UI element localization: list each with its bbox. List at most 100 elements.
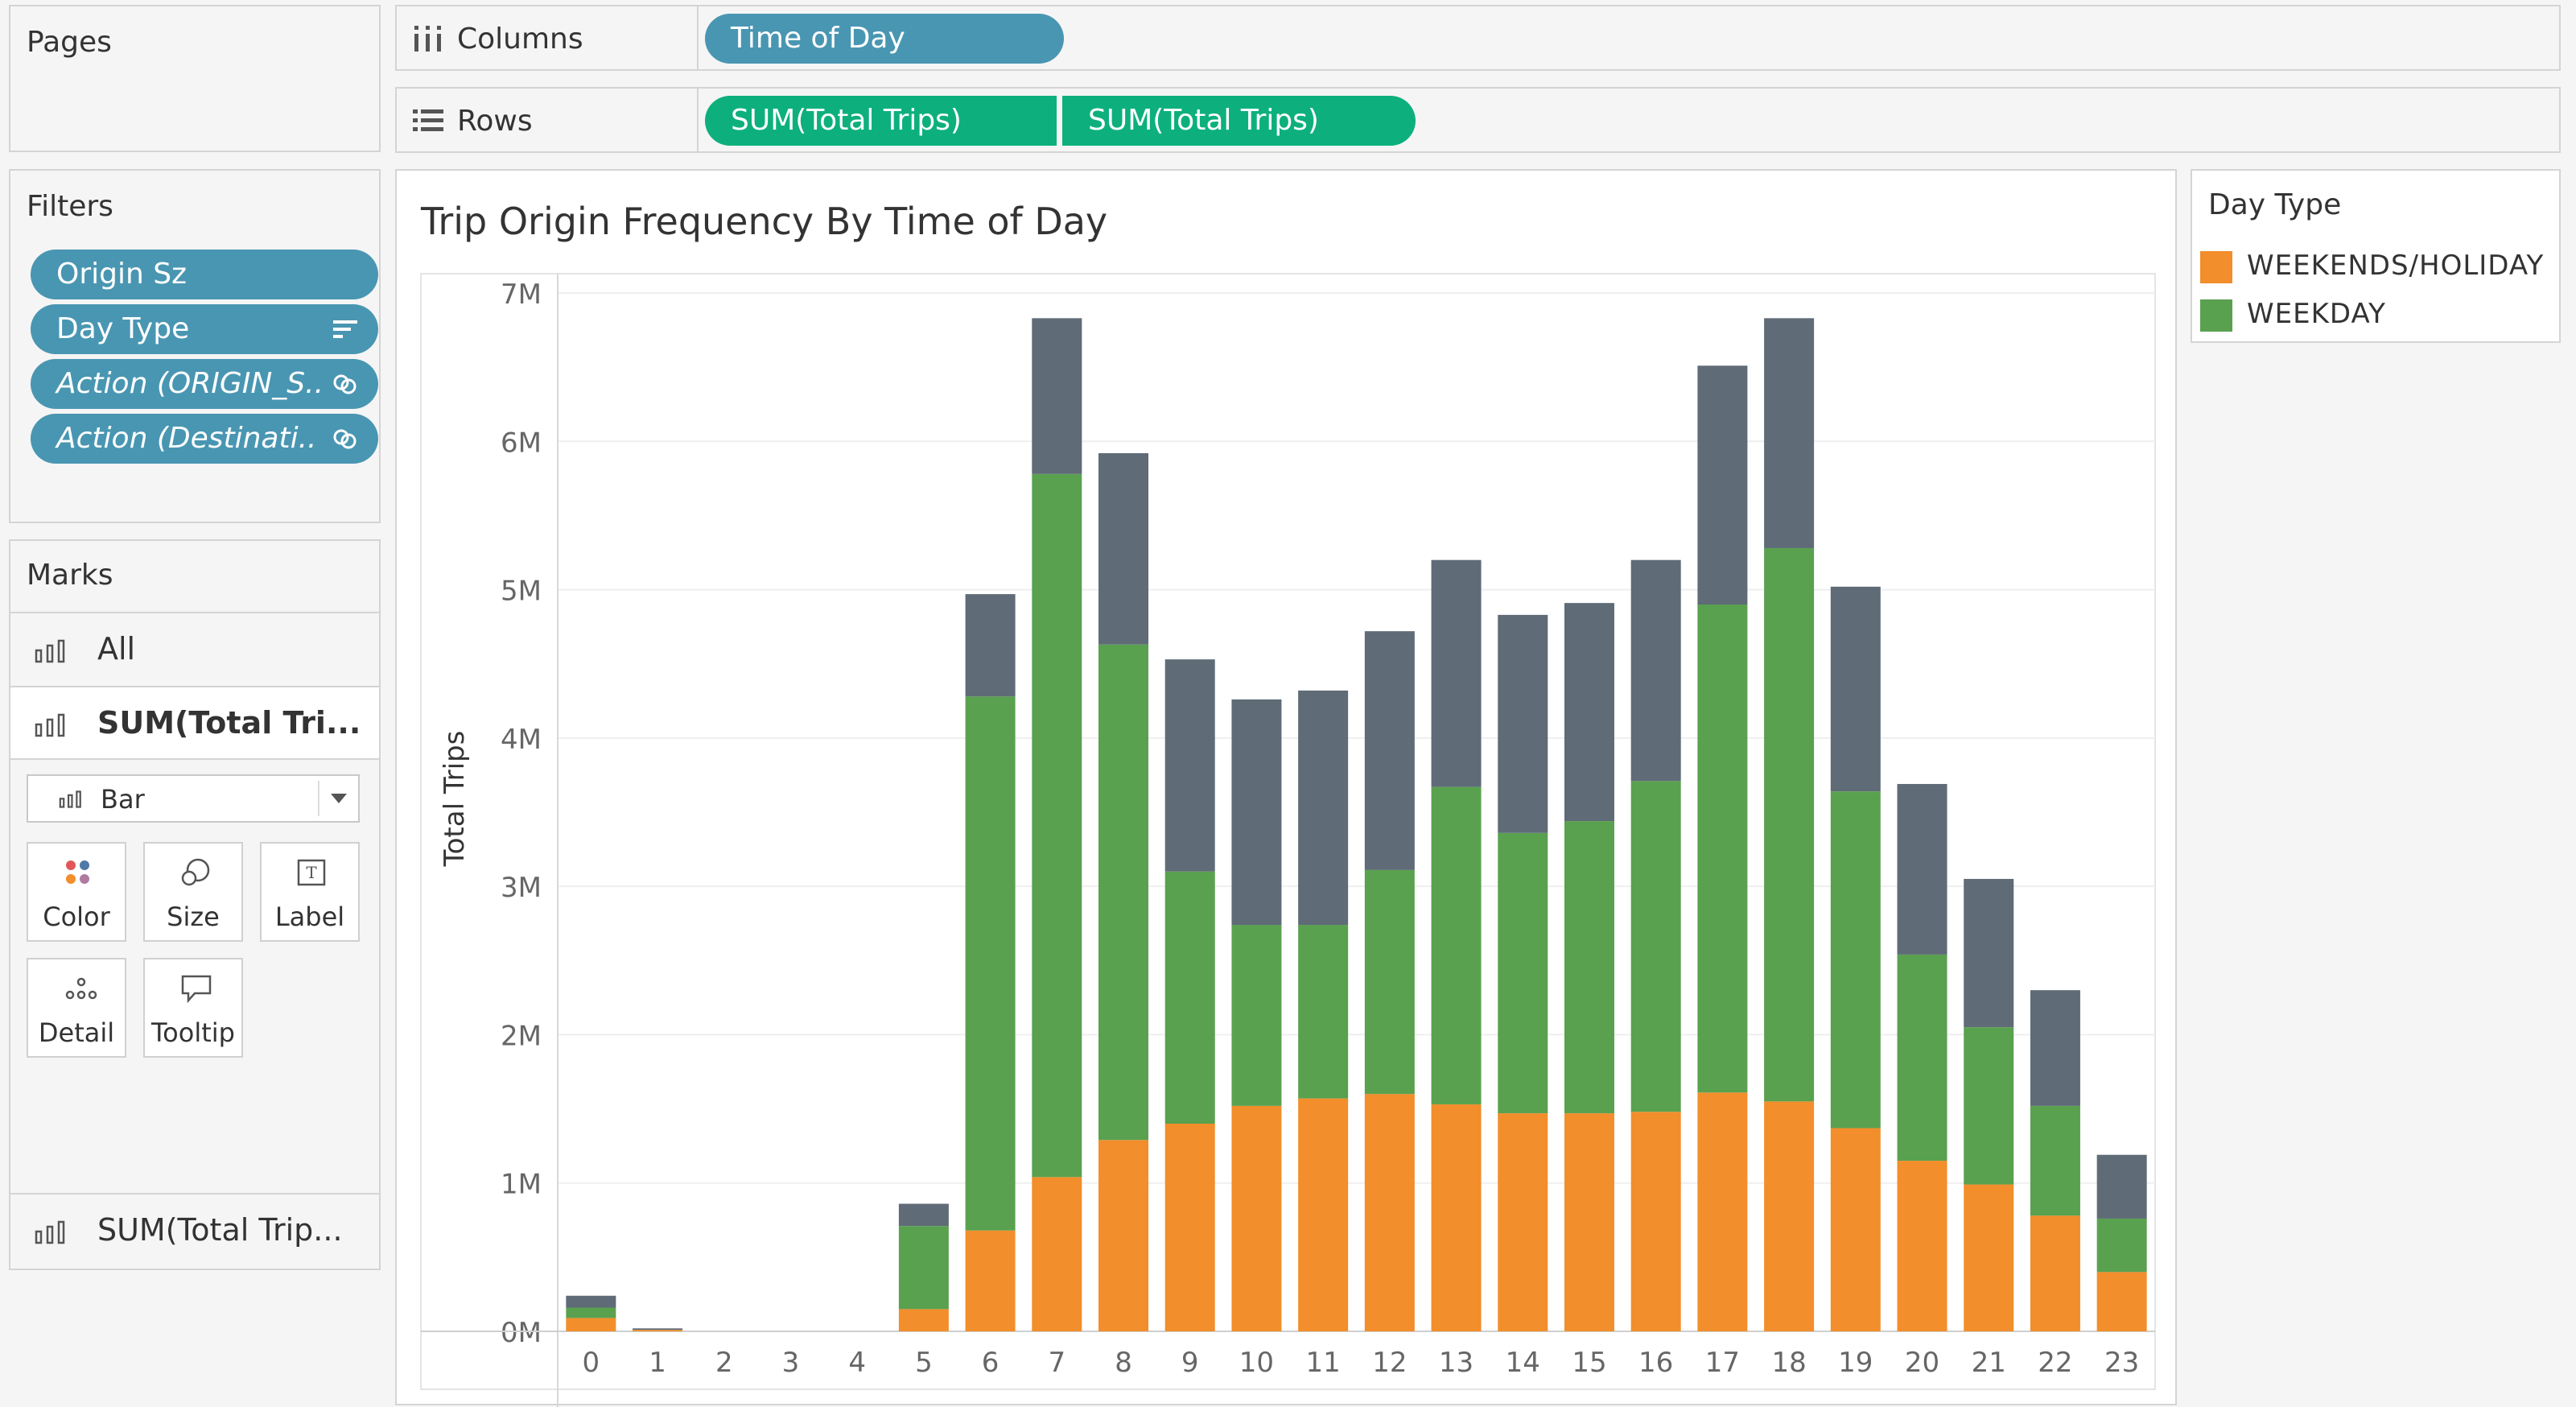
bar-1-series-2 <box>633 1328 683 1331</box>
y-tick-label: 5M <box>501 576 542 608</box>
plot-frame <box>420 273 2156 1390</box>
color-card-label: Color <box>43 902 110 932</box>
x-tick-label: 17 <box>1705 1347 1740 1379</box>
bar-19-series-2 <box>1830 586 1881 792</box>
filter-action-origin-label: Action (ORIGIN_S.. <box>56 367 324 400</box>
bar-19-series-1 <box>1830 791 1881 1128</box>
bar-8-series-2 <box>1098 453 1149 645</box>
bar-10-series-0 <box>1231 1105 1282 1331</box>
y-tick-label: 7M <box>501 279 542 311</box>
tooltip-card-label: Tooltip <box>151 1017 235 1048</box>
color-card[interactable]: Color <box>27 842 126 942</box>
bar-0-series-0 <box>566 1318 616 1331</box>
filter-action-destination[interactable]: Action (Destinati.. <box>31 414 378 464</box>
bar-22-series-1 <box>2030 1105 2080 1216</box>
bar-0-series-1 <box>566 1307 616 1318</box>
bar-7-series-2 <box>1032 318 1082 474</box>
marks-all-row[interactable]: All <box>10 612 379 684</box>
bar-21-series-0 <box>1964 1184 2014 1331</box>
x-tick-label: 16 <box>1638 1347 1673 1379</box>
bar-14-series-0 <box>1498 1113 1548 1331</box>
bar-20-series-1 <box>1897 954 1947 1161</box>
bar-11-series-1 <box>1298 925 1349 1099</box>
svg-text:T: T <box>306 863 317 882</box>
rows-pill-sum-total-trips-1[interactable]: SUM(Total Trips) <box>705 96 1057 146</box>
detail-card-label: Detail <box>38 1017 115 1048</box>
y-tick-label: 2M <box>501 1020 542 1052</box>
filters-title: Filters <box>27 190 113 223</box>
rows-pill-sum-total-trips-2[interactable]: SUM(Total Trips) <box>1062 96 1416 146</box>
rows-shelf[interactable]: Rows SUM(Total Trips) SUM(Total Trips) <box>395 87 2561 153</box>
filter-origin-sz-label: Origin Sz <box>56 258 187 291</box>
bar-11-series-0 <box>1298 1098 1349 1331</box>
bar-6-series-2 <box>965 594 1016 697</box>
mark-type-dropdown[interactable]: Bar <box>27 774 360 823</box>
bar-11-series-2 <box>1298 690 1349 926</box>
x-tick-label: 13 <box>1439 1347 1473 1379</box>
y-tick-label: 3M <box>501 872 542 904</box>
bar-9-series-1 <box>1164 871 1215 1124</box>
bar-16-series-2 <box>1630 559 1681 782</box>
x-tick-label: 19 <box>1838 1347 1873 1379</box>
bar-21-series-2 <box>1964 878 2014 1028</box>
bar-6-series-1 <box>965 696 1016 1231</box>
filter-day-type[interactable]: Day Type <box>31 304 378 354</box>
bar-15-series-2 <box>1564 603 1614 822</box>
x-tick-label: 15 <box>1572 1347 1606 1379</box>
x-tick-label: 6 <box>982 1347 999 1379</box>
legend-panel: Day Type WEEKENDS/HOLIDAY WEEKDAY <box>2191 169 2561 343</box>
bar-5-series-2 <box>898 1203 949 1227</box>
bar-chart-icon <box>35 1220 65 1244</box>
pages-panel: Pages <box>9 5 381 152</box>
bar-5-series-1 <box>898 1226 949 1310</box>
marks-layer-1-row[interactable]: SUM(Total Tri... <box>10 686 379 758</box>
x-tick-label: 8 <box>1115 1347 1132 1379</box>
filter-origin-sz[interactable]: Origin Sz <box>31 250 378 299</box>
x-tick-label: 18 <box>1771 1347 1806 1379</box>
x-tick-label: 12 <box>1372 1347 1407 1379</box>
detail-icon <box>65 977 97 1000</box>
y-axis-label: Total Trips <box>439 731 471 868</box>
x-tick-label: 5 <box>915 1347 933 1379</box>
marks-panel: Marks All SUM(Total Tri... Bar Color <box>9 539 381 1270</box>
bar-5-series-0 <box>898 1309 949 1331</box>
label-card[interactable]: T Label <box>260 842 360 942</box>
x-tick-label: 21 <box>1972 1347 2006 1379</box>
bar-17-series-2 <box>1697 365 1748 604</box>
marks-layer-2-row[interactable]: SUM(Total Trip... <box>10 1193 379 1265</box>
x-tick-label: 7 <box>1048 1347 1065 1379</box>
bar-10-series-1 <box>1231 925 1282 1106</box>
columns-icon <box>414 26 441 52</box>
mark-type-label: Bar <box>101 784 145 815</box>
detail-card[interactable]: Detail <box>27 958 126 1058</box>
x-tick-label: 11 <box>1306 1347 1341 1379</box>
link-icon <box>333 429 357 449</box>
filter-action-origin[interactable]: Action (ORIGIN_S.. <box>31 359 378 409</box>
tooltip-card[interactable]: Tooltip <box>143 958 243 1058</box>
filters-panel: Filters Origin Sz Day Type Action (ORIGI… <box>9 169 381 523</box>
x-tick-label: 3 <box>782 1347 800 1379</box>
bar-1-series-0 <box>633 1330 683 1331</box>
bar-17-series-1 <box>1697 604 1748 1093</box>
x-tick-label: 9 <box>1181 1347 1199 1379</box>
x-tick-label: 10 <box>1239 1347 1274 1379</box>
bar-9-series-0 <box>1164 1124 1215 1331</box>
columns-shelf-label: Columns <box>397 6 699 69</box>
columns-pill-time-of-day[interactable]: Time of Day <box>705 14 1064 64</box>
bar-chart-icon <box>35 639 65 663</box>
bar-13-series-1 <box>1431 786 1482 1105</box>
x-tick-label: 1 <box>649 1347 666 1379</box>
bar-23-series-1 <box>2096 1218 2147 1273</box>
columns-shelf[interactable]: Columns Time of Day <box>395 5 2561 71</box>
x-tick-label: 23 <box>2104 1347 2139 1379</box>
x-tick-label: 20 <box>1905 1347 1939 1379</box>
y-tick-label: 1M <box>501 1169 542 1201</box>
marks-layer-2-label: SUM(Total Trip... <box>97 1212 343 1248</box>
size-icon <box>181 858 210 886</box>
bar-22-series-0 <box>2030 1215 2080 1331</box>
rows-label: Rows <box>457 105 533 138</box>
bar-17-series-0 <box>1697 1092 1748 1331</box>
marks-all-label: All <box>97 631 136 666</box>
size-card[interactable]: Size <box>143 842 243 942</box>
